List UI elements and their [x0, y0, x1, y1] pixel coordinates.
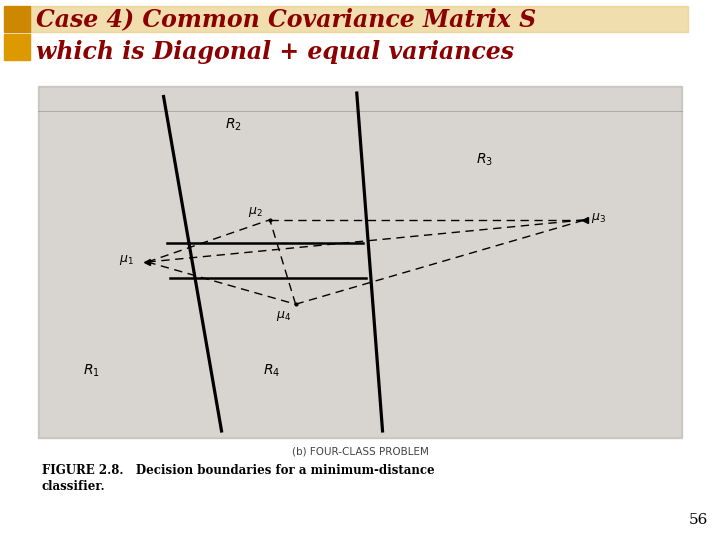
- Text: 56: 56: [688, 513, 708, 527]
- Text: $R_4$: $R_4$: [264, 363, 281, 379]
- Text: $R_1$: $R_1$: [83, 363, 100, 379]
- Text: which is Diagonal + equal variances: which is Diagonal + equal variances: [36, 40, 514, 64]
- Text: $\mu_3$: $\mu_3$: [591, 211, 606, 225]
- Bar: [4, 6, 30, 32]
- Text: FIGURE 2.8.   Decision boundaries for a minimum-distance: FIGURE 2.8. Decision boundaries for a mi…: [42, 463, 435, 476]
- Text: $R_3$: $R_3$: [476, 151, 493, 168]
- Bar: [40, 88, 680, 436]
- Text: $\mu_4$: $\mu_4$: [276, 309, 291, 323]
- Bar: [38, 86, 682, 438]
- Bar: [4, 34, 30, 60]
- Text: $R_2$: $R_2$: [225, 116, 242, 133]
- Text: $\mu_1$: $\mu_1$: [120, 253, 135, 267]
- Bar: [30, 6, 688, 32]
- Text: $\mu_2$: $\mu_2$: [248, 205, 263, 219]
- Text: Case 4) Common Covariance Matrix S: Case 4) Common Covariance Matrix S: [36, 7, 536, 31]
- Text: (b) FOUR-CLASS PROBLEM: (b) FOUR-CLASS PROBLEM: [292, 447, 428, 457]
- Text: classifier.: classifier.: [42, 480, 106, 492]
